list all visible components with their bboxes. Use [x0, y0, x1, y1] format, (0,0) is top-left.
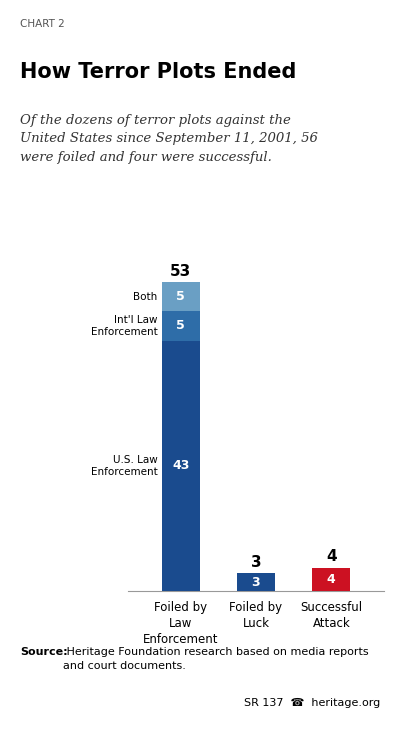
- Bar: [162, 311, 200, 341]
- Text: 3: 3: [251, 555, 261, 570]
- Text: Heritage Foundation research based on media reports
and court documents.: Heritage Foundation research based on me…: [63, 647, 368, 671]
- Text: U.S. Law
Enforcement: U.S. Law Enforcement: [91, 454, 157, 477]
- Bar: [312, 567, 350, 591]
- Bar: [162, 283, 200, 311]
- Text: 53: 53: [170, 264, 191, 279]
- Text: 43: 43: [172, 459, 189, 472]
- Text: SR 137  ☎  heritage.org: SR 137 ☎ heritage.org: [244, 698, 380, 708]
- Bar: [162, 341, 200, 591]
- Text: How Terror Plots Ended: How Terror Plots Ended: [20, 62, 296, 82]
- Text: Both: Both: [133, 292, 157, 302]
- Bar: [237, 573, 275, 591]
- Text: Int'l Law
Enforcement: Int'l Law Enforcement: [91, 315, 157, 337]
- Text: 4: 4: [327, 573, 336, 586]
- Text: 4: 4: [326, 549, 337, 564]
- Text: Source:: Source:: [20, 647, 68, 658]
- Text: 5: 5: [176, 291, 185, 303]
- Text: Of the dozens of terror plots against the
United States since September 11, 2001: Of the dozens of terror plots against th…: [20, 114, 318, 164]
- Text: 3: 3: [252, 575, 260, 589]
- Text: 5: 5: [176, 319, 185, 333]
- Text: CHART 2: CHART 2: [20, 19, 65, 29]
